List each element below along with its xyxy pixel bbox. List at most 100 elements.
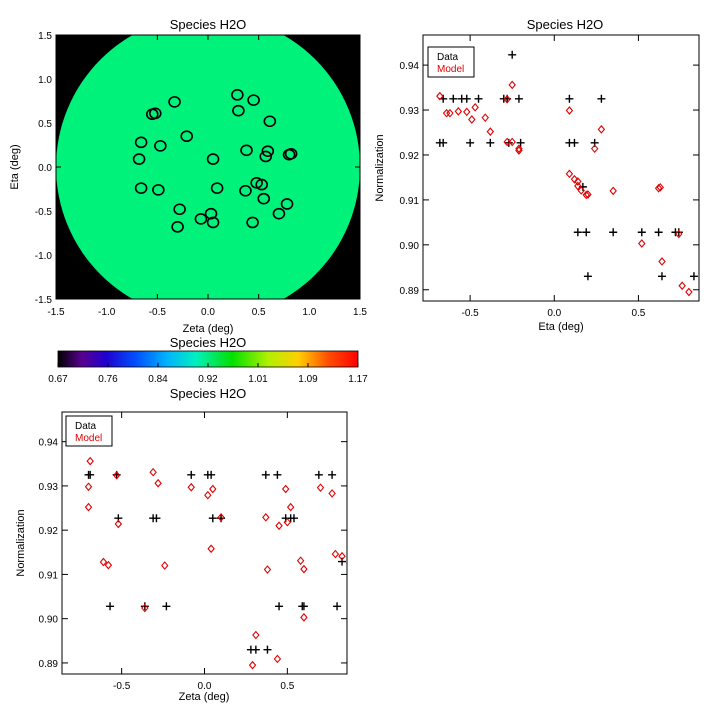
eta-model-point xyxy=(685,287,693,297)
eta-model-point xyxy=(638,239,646,248)
eta-data-point xyxy=(466,138,475,147)
eta-model-point xyxy=(584,190,592,199)
zeta-y-tick-label: 0.91 xyxy=(39,570,59,581)
eta-model-point xyxy=(481,113,489,123)
eta-data-point xyxy=(573,228,582,237)
zeta-data-point xyxy=(289,514,298,523)
zeta-model-point xyxy=(328,489,336,498)
zeta-model-point xyxy=(338,551,346,561)
zeta-data-point xyxy=(86,470,95,479)
eta-model-point xyxy=(678,281,686,291)
colorbar-tick-label: 0.67 xyxy=(48,374,68,385)
map-x-ticks: -1.5 -1.0 -0.5 0.0 0.5 1.0 1.5 xyxy=(47,35,367,318)
eta-model-point xyxy=(570,174,579,184)
map-x-tick-label: 1.0 xyxy=(302,307,316,318)
eta-model-point xyxy=(471,102,479,112)
colorbar-tick-label: 1.09 xyxy=(298,374,318,385)
map-marker xyxy=(194,213,208,225)
zeta-x-tick-label: 0.5 xyxy=(280,681,294,692)
map-marker xyxy=(246,216,259,229)
eta-plot-frame xyxy=(422,34,700,302)
eta-model-point xyxy=(609,186,617,196)
eta-data-point xyxy=(462,94,471,103)
eta-data-point xyxy=(689,272,698,281)
colorbar-tick-label: 1.17 xyxy=(348,374,368,385)
eta-data-point xyxy=(654,228,663,237)
eta-data-point xyxy=(657,272,666,281)
eta-model-point xyxy=(656,182,665,192)
zeta-model-point xyxy=(207,544,215,554)
eta-model-point xyxy=(508,137,516,147)
zeta-data-point xyxy=(251,645,260,654)
eta-legend: Data Model xyxy=(427,46,475,78)
eta-panel: Species H2O -0.5 0.0 0.5 0.89 0.90 0.91 0.92 0.… xyxy=(374,17,700,333)
zeta-model-point xyxy=(114,519,123,529)
colorbar-tick-label: 1.01 xyxy=(248,374,268,385)
map-marker xyxy=(280,198,294,210)
zeta-model-point xyxy=(262,512,270,522)
zeta-y-tick-label: 0.93 xyxy=(39,482,59,493)
zeta-model-point xyxy=(187,482,195,492)
eta-data-point xyxy=(474,94,483,103)
map-disk xyxy=(56,35,360,299)
zeta-model-point xyxy=(161,561,169,570)
map-marker xyxy=(168,96,181,108)
map-marker xyxy=(231,89,244,101)
zeta-model-point xyxy=(86,456,94,466)
zeta-data-point xyxy=(162,602,171,611)
zeta-x-tick-label: 0.0 xyxy=(198,681,212,692)
map-marker xyxy=(132,153,146,165)
map-marker xyxy=(173,203,186,216)
colorbar-ticks: 0.67 0.76 0.84 0.92 1.01 1.09 1.17 xyxy=(48,363,368,385)
zeta-legend: Data Model xyxy=(65,415,113,447)
map-marker xyxy=(257,192,271,205)
zeta-y-axis-label: Normalization xyxy=(15,509,27,576)
map-marker xyxy=(206,216,220,229)
zeta-y-tick-label: 0.94 xyxy=(39,438,59,449)
zeta-model-point xyxy=(316,483,325,493)
eta-model-point xyxy=(503,94,511,104)
map-marker xyxy=(239,184,252,197)
eta-y-tick-label: 0.94 xyxy=(400,61,420,72)
eta-model-point xyxy=(565,106,574,115)
eta-y-tick-label: 0.90 xyxy=(400,241,420,252)
zeta-model-point xyxy=(286,502,295,512)
map-y-tick-label: -0.5 xyxy=(35,207,53,218)
zeta-data-point xyxy=(328,470,337,479)
zeta-data-point xyxy=(152,514,161,523)
zeta-model-point xyxy=(99,557,108,567)
eta-data-point xyxy=(583,272,592,281)
eta-data-point xyxy=(637,228,646,237)
eta-data-point xyxy=(449,94,458,103)
eta-legend-box xyxy=(427,46,475,78)
map-marker xyxy=(154,140,167,152)
zeta-model-point xyxy=(275,521,283,531)
map-marker xyxy=(206,153,220,165)
zeta-model-point xyxy=(209,484,217,494)
map-y-tick-label: 1.5 xyxy=(38,31,52,42)
map-marker xyxy=(255,178,269,191)
map-y-tick-label: -1.0 xyxy=(35,251,53,262)
colorbar-tick-label: 0.92 xyxy=(198,374,218,385)
zeta-model-point xyxy=(84,482,93,492)
zeta-data-point xyxy=(263,645,272,654)
eta-model-point xyxy=(574,181,582,191)
zeta-points xyxy=(84,456,347,670)
eta-model-point xyxy=(590,144,599,154)
map-x-tick-label: -1.0 xyxy=(98,307,116,318)
map-marker xyxy=(134,182,148,194)
zeta-data-point xyxy=(187,470,196,479)
map-markers xyxy=(132,89,298,233)
zeta-ticks: -0.5 0.0 0.5 0.89 0.90 0.91 0.92 0.93 0.94 xyxy=(39,412,347,692)
eta-model-point xyxy=(446,108,454,118)
eta-points xyxy=(435,50,698,297)
map-marker xyxy=(247,94,260,106)
zeta-model-point xyxy=(84,502,93,512)
eta-model-point xyxy=(574,177,582,186)
map-x-tick-label: 0.0 xyxy=(201,307,215,318)
zeta-legend-data: Data xyxy=(75,421,97,432)
eta-y-tick-label: 0.93 xyxy=(400,106,420,117)
eta-data-point xyxy=(609,228,618,237)
colorbar-tick-label: 0.76 xyxy=(98,374,118,385)
